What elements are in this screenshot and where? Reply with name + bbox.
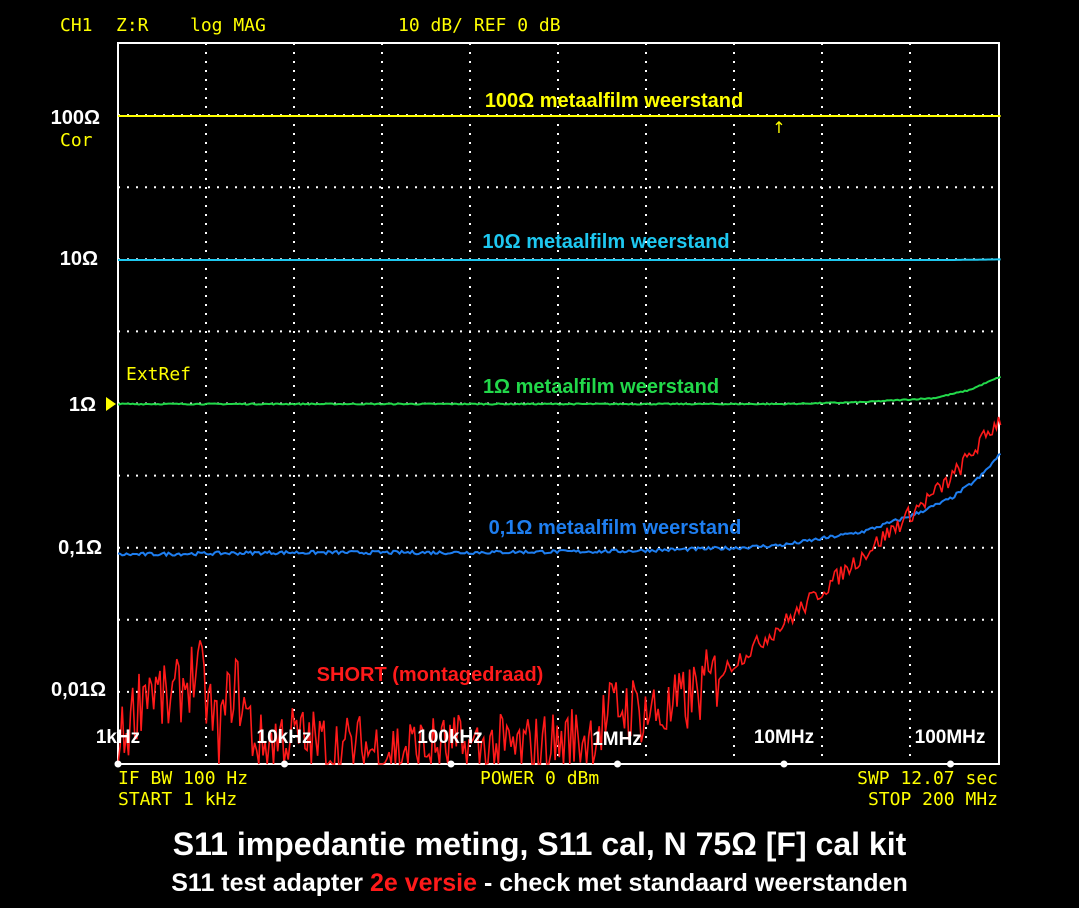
- x-tick-dot: [947, 760, 954, 768]
- caption-subtitle-pre: S11 test adapter: [171, 869, 370, 897]
- x-tick-100khz: 100kHz: [417, 727, 483, 748]
- ifbw-label: IF BW 100 Hz: [118, 768, 248, 789]
- x-tick-1khz: 1kHz: [96, 727, 140, 748]
- series-labels: 100Ω metaalfilm weerstand 10Ω metaalfilm…: [317, 90, 744, 686]
- y-tick-100ohm: 100Ω: [51, 107, 100, 129]
- x-tick-dot: [281, 760, 288, 768]
- y-axis-labels: 100Ω 10Ω 1Ω 0,1Ω 0,01Ω: [51, 107, 106, 701]
- trace-short: [117, 416, 1002, 766]
- power-label: POWER 0 dBm: [480, 768, 599, 789]
- label-short-series: SHORT (montagedraad): [317, 664, 544, 686]
- x-tick-markers: [114, 760, 954, 768]
- channel-label: CH1: [60, 15, 93, 36]
- format-label: log MAG: [190, 15, 266, 36]
- caption-subtitle-highlight: 2e versie: [369, 869, 478, 897]
- trace-layer: [117, 115, 1002, 766]
- instrument-footer: IF BW 100 Hz START 1 kHz POWER 0 dBm SWP…: [118, 768, 998, 810]
- y-tick-0p01ohm: 0,01Ω: [51, 679, 106, 701]
- label-0p1ohm-series: 0,1Ω metaalfilm weerstand: [489, 517, 742, 539]
- reference-position-arrow-icon: [106, 397, 116, 411]
- y-tick-0p1ohm: 0,1Ω: [58, 537, 102, 559]
- x-tick-100mhz: 100MHz: [915, 727, 986, 748]
- trace-0p1ohm: [117, 452, 1001, 558]
- x-tick-10khz: 10kHz: [257, 727, 312, 748]
- x-tick-dot: [114, 760, 122, 768]
- scale-label: 10 dB/ REF 0 dB: [398, 15, 561, 36]
- caption-subtitle: S11 test adapter 2e versie - check met s…: [0, 869, 1079, 898]
- x-tick-10mhz: 10MHz: [754, 727, 814, 748]
- parameter-label: Z:R: [116, 15, 149, 36]
- marker-arrow-icon: ↑: [772, 118, 785, 137]
- x-tick-dot: [614, 760, 621, 768]
- caption-subtitle-post: - check met standaard weerstanden: [477, 869, 908, 897]
- trace-1ohm: [117, 375, 1002, 406]
- instrument-header: CH1 Z:R log MAG 10 dB/ REF 0 dB: [60, 15, 561, 36]
- trace-10ohm: [118, 258, 1001, 261]
- stop-label: STOP 200 MHz: [868, 789, 998, 810]
- caption-title: S11 impedantie meting, S11 cal, N 75Ω [F…: [172, 826, 907, 862]
- label-1ohm-series: 1Ω metaalfilm weerstand: [483, 376, 719, 398]
- label-10ohm-series: 10Ω metaalfilm weerstand: [482, 231, 729, 253]
- y-tick-1ohm: 1Ω: [69, 394, 96, 416]
- correction-indicator: Cor: [60, 130, 93, 151]
- x-tick-dot: [447, 760, 455, 768]
- sweep-label: SWP 12.07 sec: [857, 768, 998, 789]
- extref-indicator: ExtRef: [126, 364, 191, 385]
- label-100ohm-series: 100Ω metaalfilm weerstand: [485, 90, 743, 112]
- y-tick-10ohm: 10Ω: [60, 248, 98, 270]
- x-axis-labels: 1kHz 10kHz 100kHz 1MHz 10MHz 100MHz: [96, 727, 986, 750]
- x-tick-1mhz: 1MHz: [592, 729, 642, 750]
- start-label: START 1 kHz: [118, 789, 237, 810]
- x-tick-dot: [780, 760, 788, 768]
